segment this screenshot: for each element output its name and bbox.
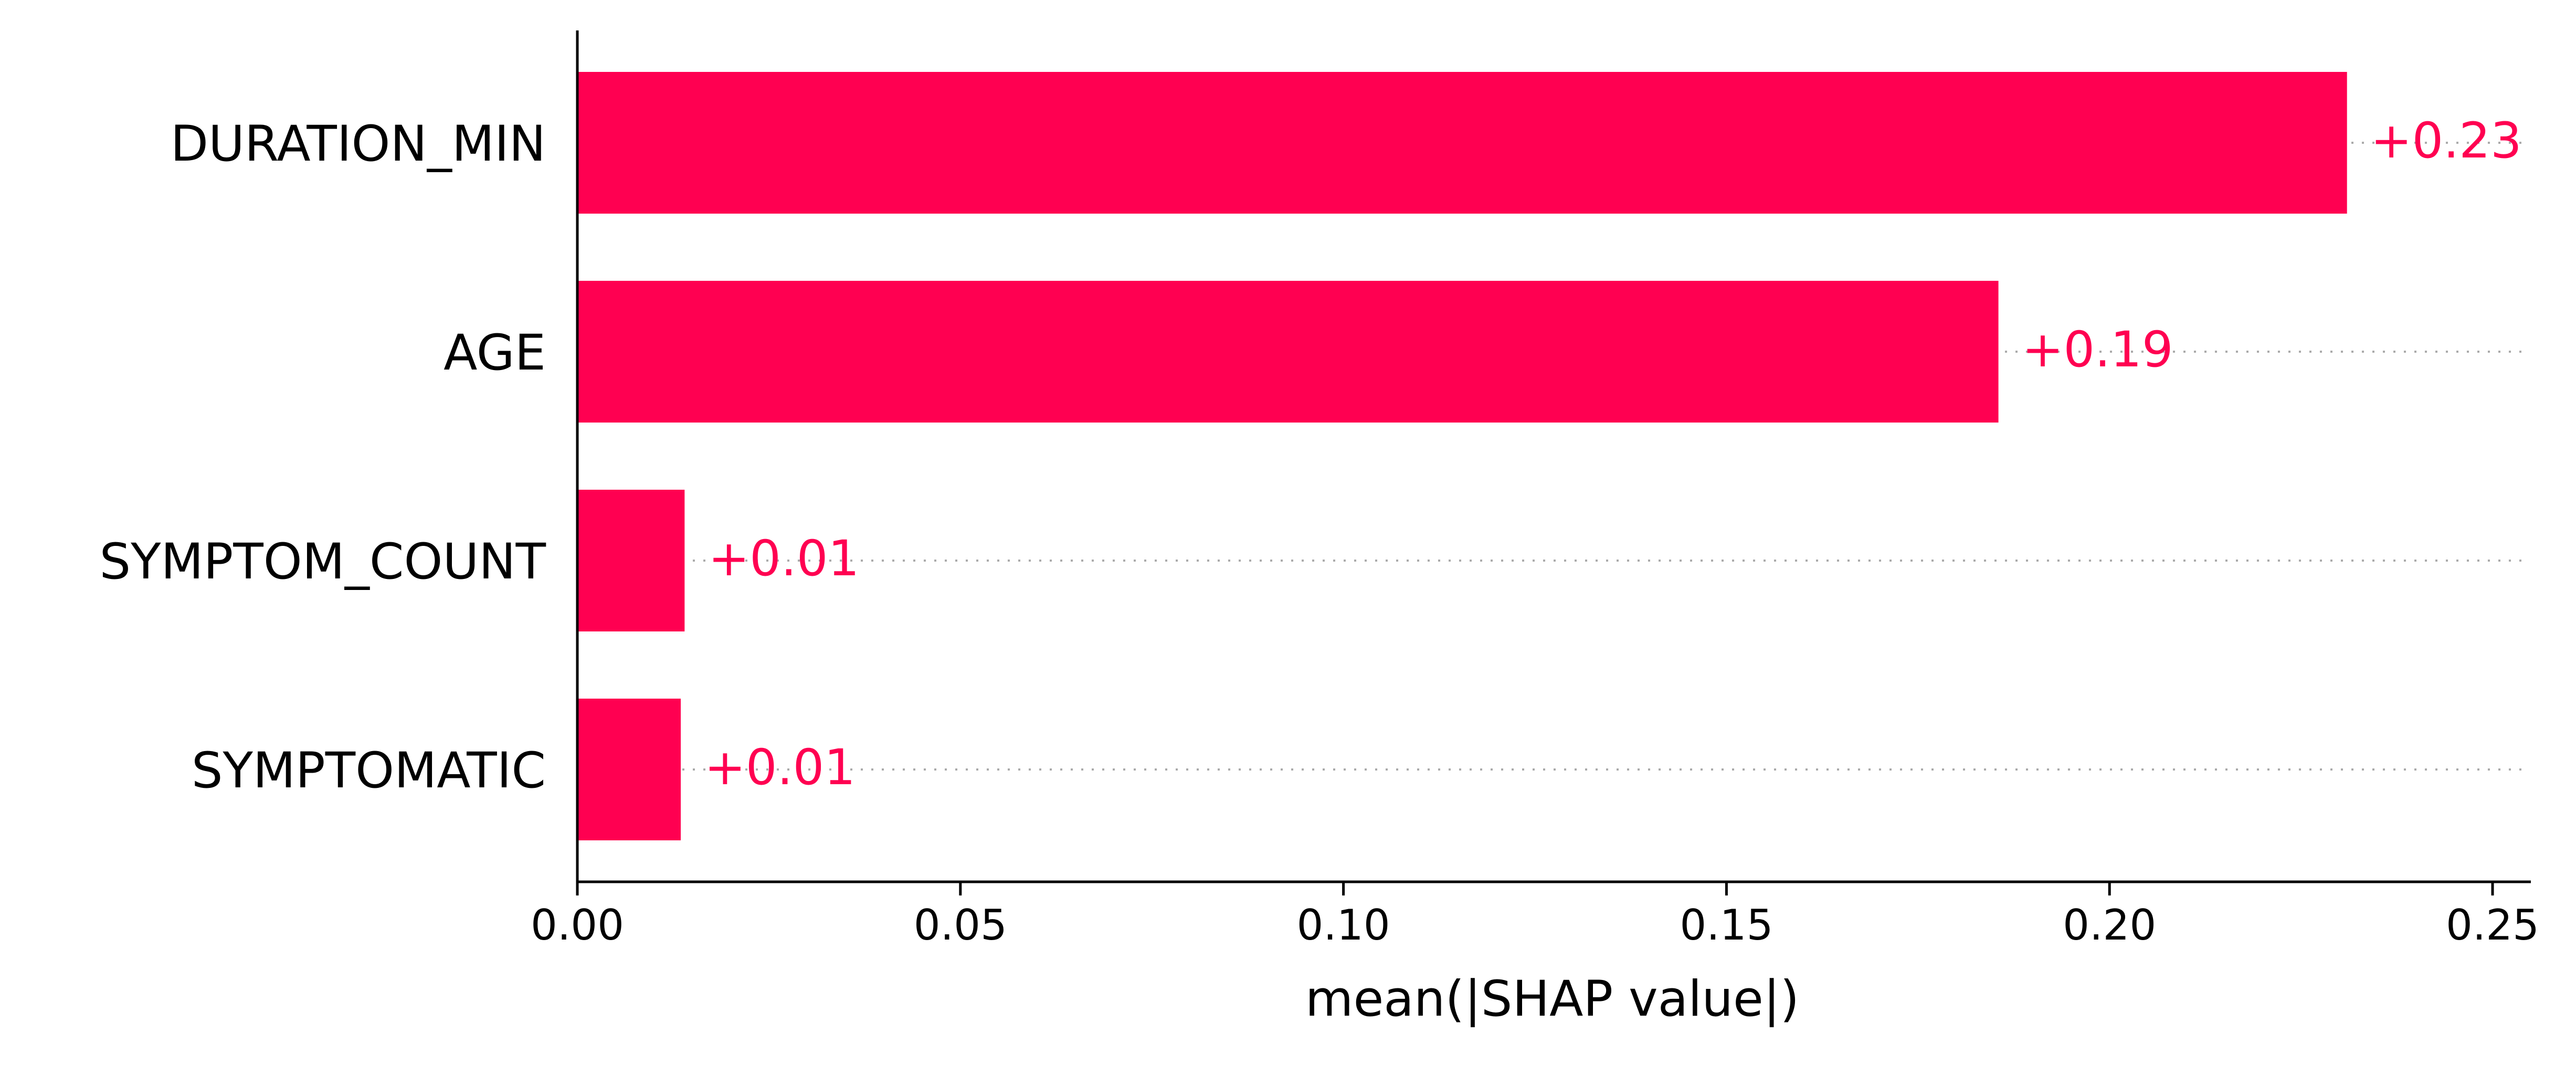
value-label: +0.01: [704, 739, 856, 796]
category-label: DURATION_MIN: [171, 115, 546, 173]
guide-lines: [577, 142, 2527, 771]
bar: [577, 699, 681, 840]
x-tick-label: 0.05: [914, 901, 1007, 950]
category-label: SYMPTOM_COUNT: [99, 533, 546, 591]
x-tick-label: 0.25: [2446, 901, 2539, 950]
bar: [577, 281, 1999, 423]
x-tick-label: 0.20: [2063, 901, 2156, 950]
x-ticks: 0.00 0.05 0.10 0.15 0.20 0.25: [531, 882, 2539, 950]
x-axis-title: mean(|SHAP value|): [1305, 971, 1799, 1028]
category-label: AGE: [444, 324, 546, 382]
value-label: +0.19: [2022, 321, 2173, 378]
value-label: +0.23: [2371, 112, 2522, 170]
category-labels: DURATION_MIN AGE SYMPTOM_COUNT SYMPTOMATIC: [99, 115, 546, 799]
value-labels: +0.23 +0.19 +0.01 +0.01: [704, 112, 2522, 796]
x-tick-label: 0.00: [531, 901, 624, 950]
category-label: SYMPTOMATIC: [192, 742, 546, 799]
value-label: +0.01: [708, 530, 859, 587]
bar: [577, 72, 2347, 214]
axes: [576, 30, 2531, 883]
x-tick-label: 0.15: [1680, 901, 1773, 950]
x-tick-label: 0.10: [1297, 901, 1390, 950]
bar: [577, 490, 685, 631]
bars: [577, 72, 2347, 840]
